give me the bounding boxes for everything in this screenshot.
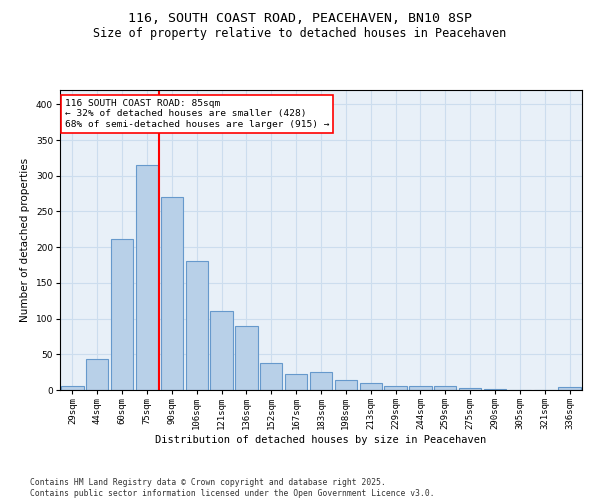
- Bar: [409, 386, 431, 390]
- Bar: [285, 374, 307, 390]
- Bar: [459, 388, 481, 390]
- Bar: [235, 326, 257, 390]
- Text: 116 SOUTH COAST ROAD: 85sqm
← 32% of detached houses are smaller (428)
68% of se: 116 SOUTH COAST ROAD: 85sqm ← 32% of det…: [65, 99, 330, 129]
- Bar: [310, 372, 332, 390]
- Text: 116, SOUTH COAST ROAD, PEACEHAVEN, BN10 8SP: 116, SOUTH COAST ROAD, PEACEHAVEN, BN10 …: [128, 12, 472, 26]
- Bar: [61, 386, 83, 390]
- Bar: [86, 358, 109, 390]
- Bar: [335, 380, 357, 390]
- Text: Contains HM Land Registry data © Crown copyright and database right 2025.
Contai: Contains HM Land Registry data © Crown c…: [30, 478, 434, 498]
- Bar: [559, 387, 581, 390]
- Bar: [111, 238, 133, 390]
- Bar: [385, 386, 407, 390]
- Bar: [161, 197, 183, 390]
- Bar: [260, 363, 283, 390]
- Bar: [211, 312, 233, 390]
- Bar: [136, 165, 158, 390]
- Bar: [434, 386, 457, 390]
- Bar: [359, 383, 382, 390]
- Y-axis label: Number of detached properties: Number of detached properties: [20, 158, 30, 322]
- Text: Size of property relative to detached houses in Peacehaven: Size of property relative to detached ho…: [94, 28, 506, 40]
- Text: Distribution of detached houses by size in Peacehaven: Distribution of detached houses by size …: [155, 435, 487, 445]
- Bar: [185, 262, 208, 390]
